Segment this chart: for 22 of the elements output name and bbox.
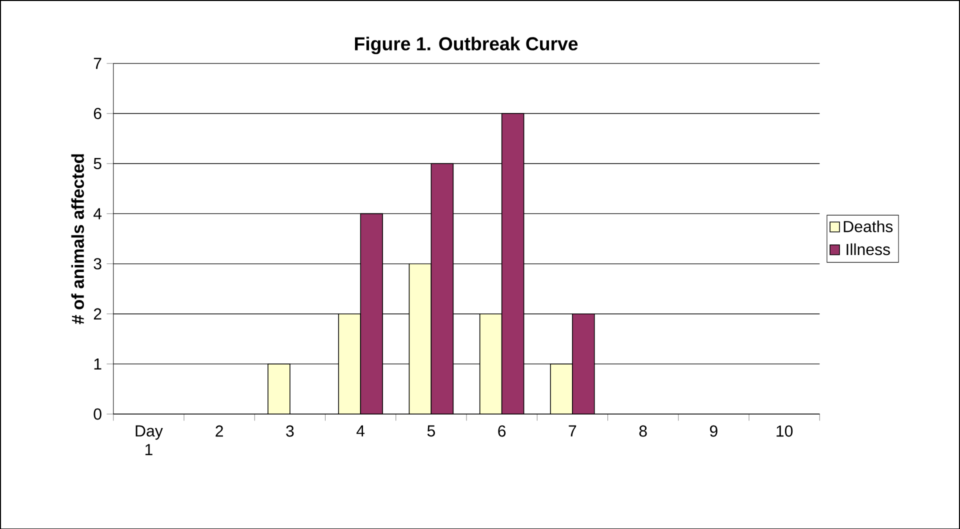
y-tick-label: 6 <box>94 108 102 119</box>
y-tick-label: 5 <box>94 158 102 169</box>
x-tick-label: 6 <box>498 425 506 437</box>
x-tick-label: Day 1 <box>136 425 163 455</box>
x-tick-label: 8 <box>639 425 647 437</box>
y-tick-label: 4 <box>94 208 102 219</box>
y-axis-title: # of animals affected <box>71 154 84 324</box>
y-tick-label: 2 <box>94 308 102 320</box>
chart-title: Figure 1. Outbreak Curve <box>355 36 578 54</box>
x-tick-label: 2 <box>216 425 223 436</box>
y-tick-label: 7 <box>94 58 102 69</box>
x-tick-label: 9 <box>710 425 718 437</box>
x-tick-label: 7 <box>568 425 576 436</box>
x-tick-label: 4 <box>356 425 365 436</box>
legend-label: Deaths <box>844 220 893 232</box>
y-tick-label: 1 <box>94 358 102 370</box>
legend-label: Illness <box>846 243 890 255</box>
y-tick-label: 3 <box>94 258 102 270</box>
x-tick-label: 5 <box>427 425 435 436</box>
y-tick-label: 0 <box>94 408 102 420</box>
x-tick-label: 3 <box>286 425 294 437</box>
x-tick-label: 10 <box>776 425 793 437</box>
